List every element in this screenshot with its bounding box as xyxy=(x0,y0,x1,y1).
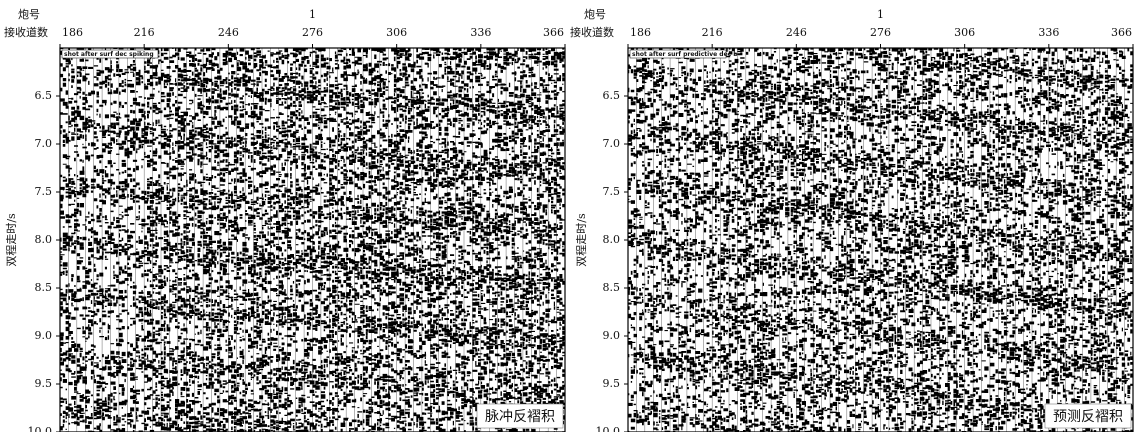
seismic-section xyxy=(628,48,1133,432)
panel-label: 脉冲反褶积 xyxy=(485,409,555,425)
shot-label: 炮号 xyxy=(18,8,40,21)
y-tick-label: 7.5 xyxy=(35,185,53,198)
annotation: shot after surf dec spiking xyxy=(64,51,154,58)
seismic-section xyxy=(60,48,565,432)
y-tick-label: 9.0 xyxy=(603,329,621,342)
y-tick-label: 8.5 xyxy=(603,281,621,294)
y-tick-label: 7.0 xyxy=(35,137,53,150)
x-axis-label: 接收道数 xyxy=(4,25,48,39)
x-tick-label: 216 xyxy=(134,26,155,39)
x-tick-label: 246 xyxy=(218,26,239,39)
x-tick-label: 306 xyxy=(386,26,407,39)
panel-label: 预测反褶积 xyxy=(1053,409,1123,425)
y-tick-label: 6.5 xyxy=(603,89,621,102)
panel-title: 1 xyxy=(877,8,884,21)
shot-label: 炮号 xyxy=(584,8,606,21)
x-tick-label: 186 xyxy=(630,26,651,39)
x-tick-label: 276 xyxy=(870,26,891,39)
x-tick-label: 366 xyxy=(543,26,564,39)
frame xyxy=(59,47,566,432)
x-tick-label: 276 xyxy=(302,26,323,39)
y-tick-label: 7.5 xyxy=(603,185,621,198)
x-tick-label: 246 xyxy=(786,26,807,39)
y-tick-label: 8.0 xyxy=(35,233,53,246)
x-tick-label: 366 xyxy=(1111,26,1132,39)
x-tick-label: 216 xyxy=(702,26,723,39)
y-tick-label: 8.0 xyxy=(603,233,621,246)
y-tick-label: 8.5 xyxy=(35,281,53,294)
x-tick-label: 186 xyxy=(62,26,83,39)
x-tick-label: 336 xyxy=(470,26,491,39)
y-tick-label: 10.0 xyxy=(28,425,53,432)
y-tick-label: 7.0 xyxy=(603,137,621,150)
panel-label-box xyxy=(476,403,564,429)
y-tick-label: 10.0 xyxy=(596,425,621,432)
annotation: shot after surf predictive dec b xyxy=(632,51,738,58)
panel-label-box xyxy=(1044,403,1132,429)
y-tick-label: 9.0 xyxy=(35,329,53,342)
x-tick-label: 336 xyxy=(1038,26,1059,39)
annotation-box xyxy=(629,49,727,59)
panel-title: 1 xyxy=(309,8,316,21)
y-axis-label: 双程走时/s xyxy=(5,213,18,267)
x-axis-label: 接收道数 xyxy=(570,25,614,39)
y-tick-label: 9.5 xyxy=(603,377,621,390)
frame xyxy=(627,47,1134,432)
y-tick-label: 6.5 xyxy=(35,89,53,102)
annotation-box xyxy=(61,49,159,59)
x-tick-label: 306 xyxy=(954,26,975,39)
y-axis-label: 双程走时/s xyxy=(575,213,588,267)
y-tick-label: 9.5 xyxy=(35,377,53,390)
